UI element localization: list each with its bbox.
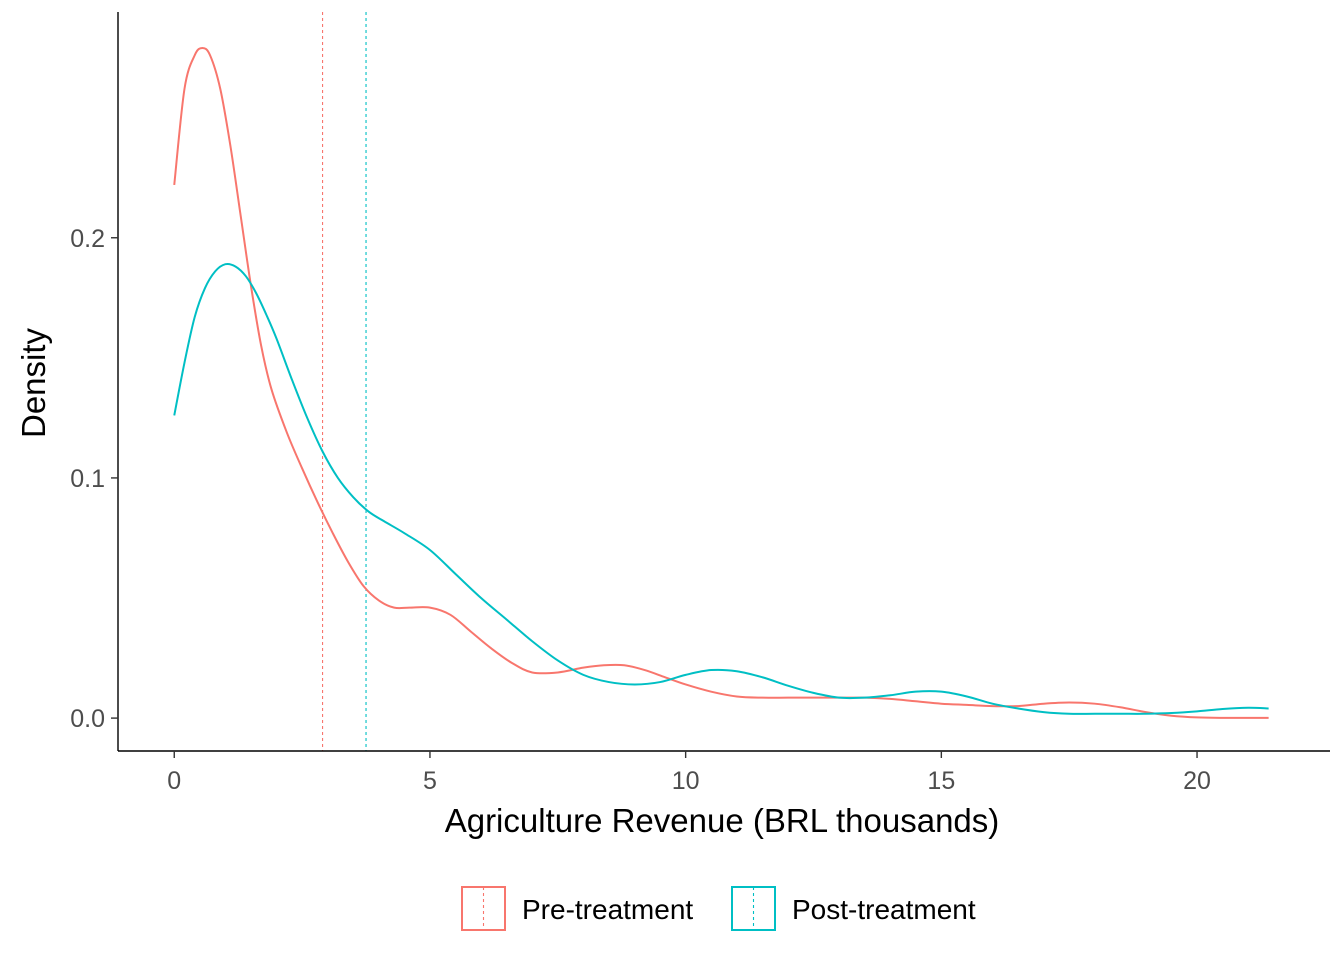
x-tick-label: 10 [672,767,700,795]
x-tick-label: 5 [423,767,437,795]
density-curve [173,47,1269,719]
y-tick-label: 0.1 [70,465,105,493]
legend-item: Post-treatment [731,886,976,931]
density-curve [173,262,1269,715]
y-tick-label: 0.2 [70,225,105,253]
y-axis-title: Density [15,327,52,438]
legend-label: Pre-treatment [522,894,693,925]
y-tick-label: 0.0 [70,705,105,733]
legend: Pre-treatment Post-treatment [461,886,976,931]
x-axis-title: Agriculture Revenue (BRL thousands) [445,802,1000,839]
plot-panel: 0 5 10 15 20 0.0 0.1 0.2 [70,12,1330,795]
legend-item: Pre-treatment [461,886,693,931]
x-tick-label: 20 [1183,767,1211,795]
x-tick-label: 15 [927,767,955,795]
y-axis-ticks: 0.0 0.1 0.2 [70,225,118,733]
x-axis-ticks: 0 5 10 15 20 [167,751,1211,795]
legend-label: Post-treatment [792,894,976,925]
x-tick-label: 0 [167,767,181,795]
density-curves [173,47,1269,719]
